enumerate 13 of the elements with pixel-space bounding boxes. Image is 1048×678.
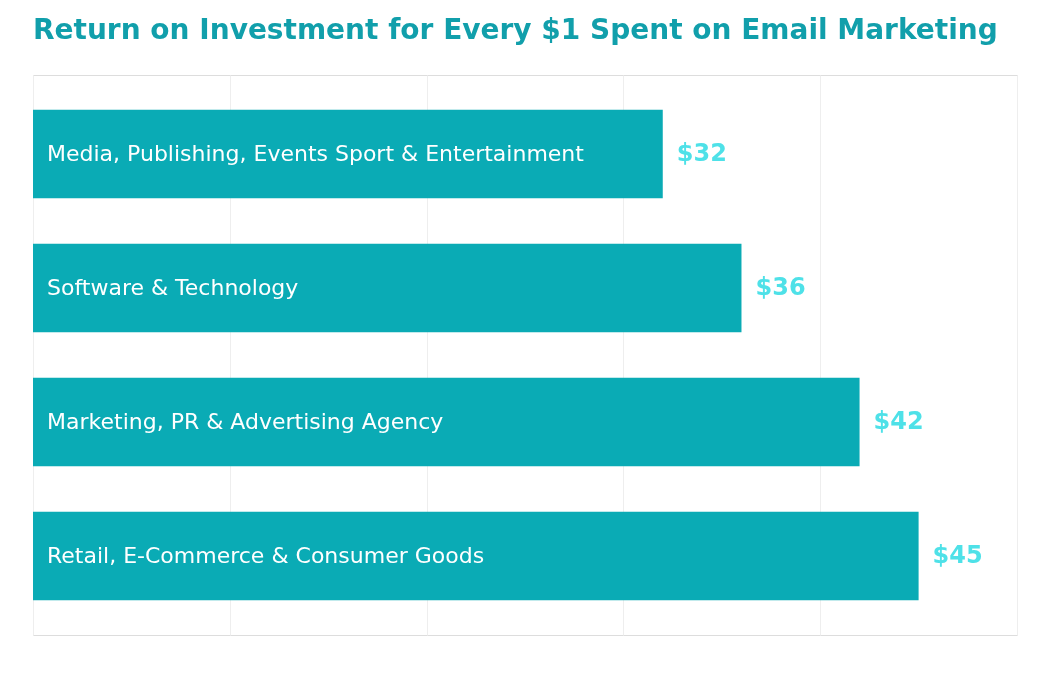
data-label: $36: [755, 273, 806, 302]
y-tick-label: Retail, E-Commerce & Consumer Goods: [47, 542, 485, 568]
data-label: $42: [873, 406, 924, 435]
chart-title: Return on Investment for Every $1 Spent on Email Marketing: [33, 13, 998, 46]
y-tick-label: Media, Publishing, Events Sport & Entertainment: [47, 141, 585, 167]
data-label: $32: [676, 139, 727, 168]
bar: [33, 511, 919, 601]
y-tick-label: Marketing, PR & Advertising Agency: [47, 408, 444, 434]
bar: [33, 243, 742, 333]
bar: [33, 377, 860, 467]
data-label: $45: [932, 540, 983, 569]
bar: [33, 109, 663, 199]
y-tick-label: Software & Technology: [47, 275, 299, 301]
